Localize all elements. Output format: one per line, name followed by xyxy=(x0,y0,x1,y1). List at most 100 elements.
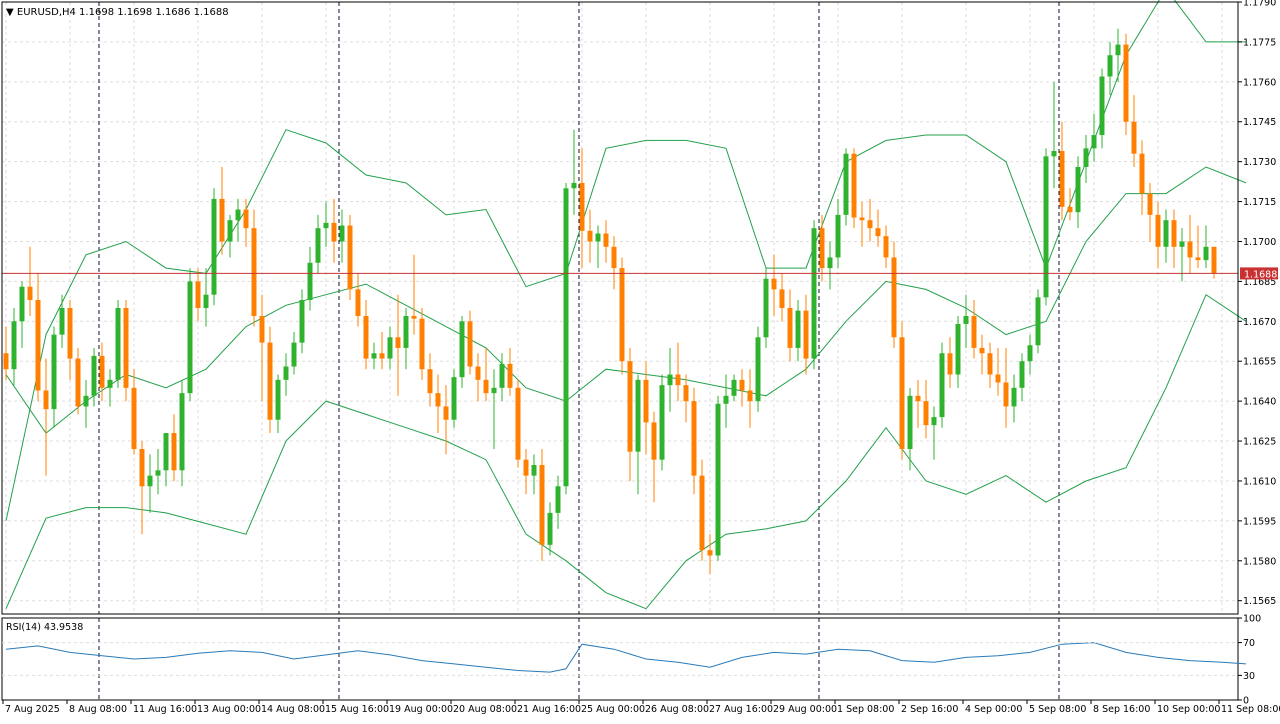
candle-body xyxy=(531,464,537,476)
candle-bull xyxy=(939,342,945,428)
price-tick-label: 1.1610 xyxy=(1243,476,1276,487)
candle-bull xyxy=(667,347,673,412)
candle-body xyxy=(219,198,225,242)
candle-bear xyxy=(355,273,361,327)
candle-bull xyxy=(155,449,161,495)
time-tick-label: 13 Aug 00:00 xyxy=(197,704,261,715)
candle-body xyxy=(619,268,625,362)
rsi-subwindow[interactable]: 0 30 70 100 xyxy=(2,614,1261,707)
candle-body xyxy=(731,379,737,396)
candle-body xyxy=(739,379,745,391)
candle-body xyxy=(635,379,641,452)
price-tag-label: 1.1688 xyxy=(1244,269,1277,280)
candle-bear xyxy=(1003,347,1009,428)
candle-body xyxy=(275,379,281,420)
candle-body xyxy=(859,217,865,221)
candle-bear xyxy=(195,268,201,322)
time-axis[interactable]: 7 Aug 2025 8 Aug 08:00 11 Aug 16:00 13 Aug … xyxy=(2,700,1280,715)
candle-bear xyxy=(123,300,129,402)
time-tick-label: 2 Sep 16:00 xyxy=(901,704,958,715)
candle-body xyxy=(1075,166,1081,213)
candle-body xyxy=(931,417,937,426)
candle-bear xyxy=(139,441,145,535)
candle-body xyxy=(579,182,585,231)
candle-bull xyxy=(1027,334,1033,375)
candle-bear xyxy=(787,289,793,362)
candle-body xyxy=(851,153,857,218)
candle-body xyxy=(987,353,993,375)
candle-bear xyxy=(683,374,689,423)
candle-bull xyxy=(1035,289,1041,354)
candle-bear xyxy=(27,246,33,316)
candle-body xyxy=(563,188,569,487)
candle-bull xyxy=(835,198,841,269)
candle-body xyxy=(723,395,729,404)
candle-body xyxy=(251,228,257,316)
candle-bear xyxy=(619,257,625,375)
candle-body xyxy=(699,475,705,551)
candle-body xyxy=(835,214,841,258)
candle-bear xyxy=(643,361,649,455)
candle-bull xyxy=(387,326,393,370)
candle-body xyxy=(1115,44,1121,56)
candle-body xyxy=(515,387,521,460)
candle-bull xyxy=(107,369,113,407)
candle-body xyxy=(891,257,897,338)
price-axis[interactable]: 1.1565 1.1580 1.1595 1.1610 1.1625 1.1640 1.16… xyxy=(1238,0,1276,607)
candle-bear xyxy=(859,201,865,247)
candle-bear xyxy=(867,198,873,242)
candle-body xyxy=(131,387,137,450)
rsi-line xyxy=(5,642,1247,673)
candle-bear xyxy=(779,273,785,322)
candle-body xyxy=(379,353,385,359)
candle-bull xyxy=(635,374,641,495)
time-tick-label: 4 Sep 00:00 xyxy=(965,704,1022,715)
price-tag-box xyxy=(1240,267,1278,280)
candle-bull xyxy=(843,148,849,226)
candle-body xyxy=(867,220,873,229)
candle-body xyxy=(339,225,345,242)
candle-bear xyxy=(947,337,953,388)
price-tick-label: 1.1790 xyxy=(1243,0,1276,9)
candle-body xyxy=(491,387,497,394)
price-tick-label: 1.1625 xyxy=(1243,437,1276,448)
candle-bull xyxy=(203,268,209,327)
candle-bull xyxy=(795,300,801,362)
candle-body xyxy=(1099,76,1105,136)
period-separators xyxy=(98,2,1060,700)
candle-bear xyxy=(1187,214,1193,274)
candle-bull xyxy=(211,188,217,306)
candle-bear xyxy=(131,369,137,455)
candle-bear xyxy=(467,310,473,375)
candle-bear xyxy=(707,534,713,575)
candle-body xyxy=(163,433,169,471)
candle-body xyxy=(755,337,761,402)
candle-body xyxy=(235,209,241,221)
candle-body xyxy=(195,281,201,308)
candle-bull xyxy=(51,326,57,428)
candle-body xyxy=(355,289,361,316)
candle-bull xyxy=(491,369,497,450)
candle-bull xyxy=(179,379,185,487)
candle-bear xyxy=(819,214,825,282)
candle-body xyxy=(683,385,689,402)
candle-bull xyxy=(1011,374,1017,423)
price-tick-label: 1.1775 xyxy=(1243,37,1276,48)
candle-body xyxy=(1051,151,1057,157)
candle-body xyxy=(331,222,337,242)
candle-body xyxy=(267,342,273,420)
candle-body xyxy=(1035,297,1041,346)
candle-bear xyxy=(923,379,929,439)
candle-bull xyxy=(291,331,297,375)
candle-body xyxy=(787,308,793,348)
candle-body xyxy=(971,315,977,348)
candle-bull xyxy=(227,214,233,258)
candle-body xyxy=(35,300,41,391)
candle-body xyxy=(1131,121,1137,154)
candle-bull xyxy=(19,281,25,348)
candle-bull xyxy=(1091,113,1097,162)
candle-bear xyxy=(219,166,225,255)
time-tick-label: 26 Aug 08:00 xyxy=(645,704,709,715)
